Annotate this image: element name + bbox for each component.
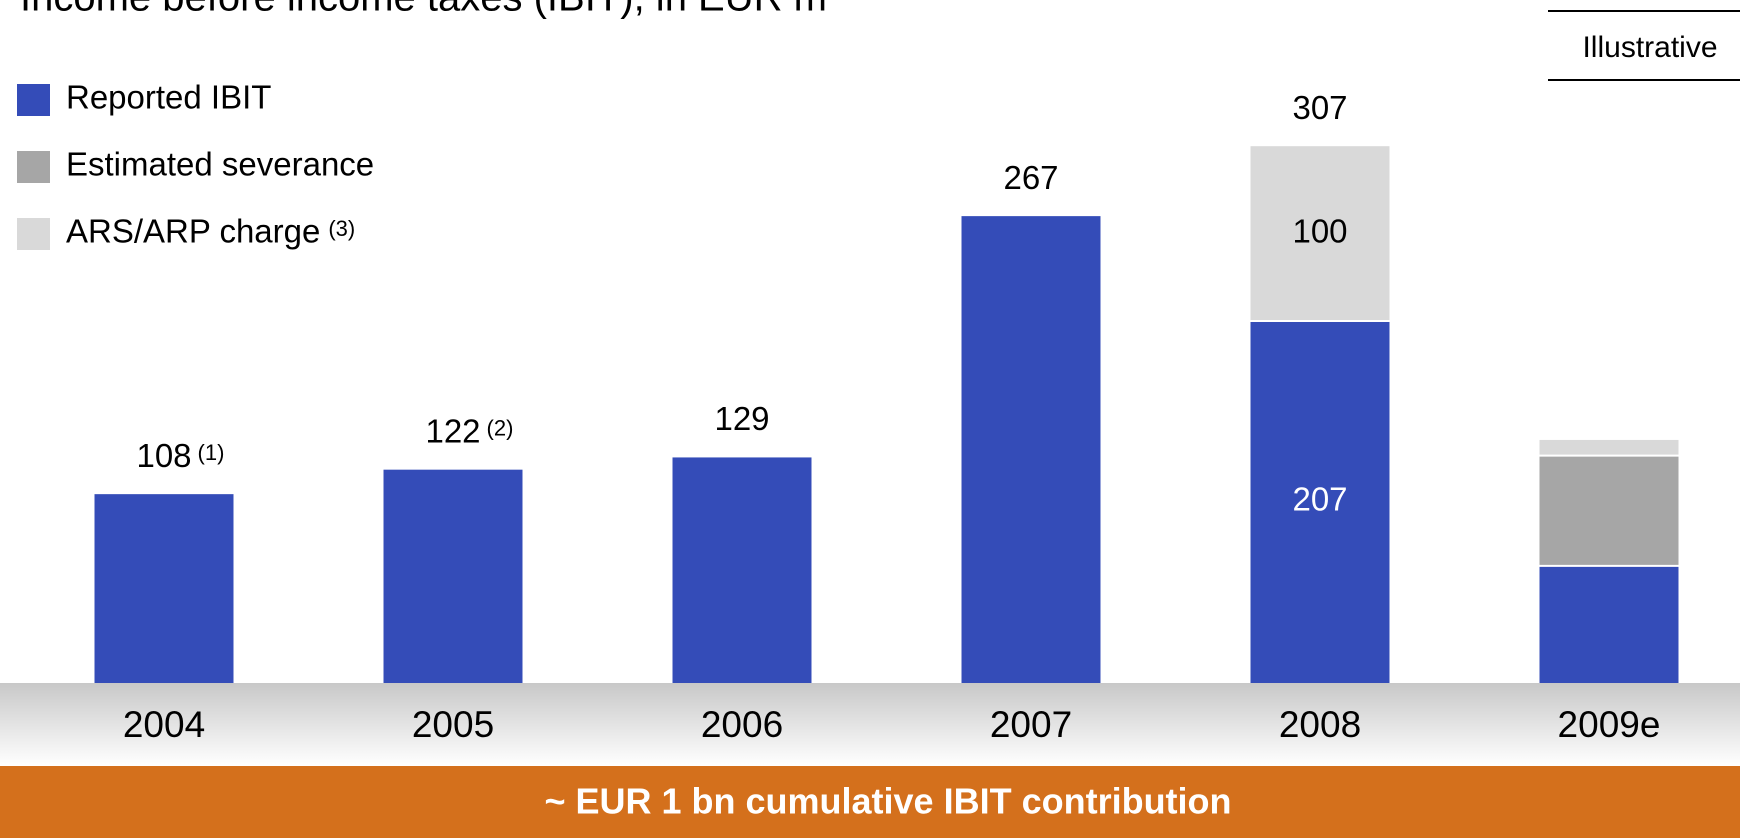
total-label: 267 (1003, 159, 1058, 196)
legend-label: ARS/ARP charge (66, 213, 320, 250)
x-tick-label: 2008 (1279, 704, 1361, 745)
bar-segment (1539, 565, 1679, 683)
bar-segment (1539, 439, 1679, 456)
x-tick-label: 2004 (123, 704, 205, 745)
legend-swatch (17, 84, 50, 116)
bar-segment (1250, 146, 1390, 322)
x-tick-label: 2006 (701, 704, 783, 745)
bar-segment (961, 216, 1101, 684)
x-tick-label: 2007 (990, 704, 1072, 745)
total-note: (1) (198, 440, 225, 465)
banner-text: ~ EUR 1 bn cumulative IBIT contribution (544, 781, 1231, 822)
banner (0, 766, 1740, 838)
total-label: 108 (136, 437, 191, 474)
legend-label: Estimated severance (66, 146, 374, 183)
legend-note: (3) (328, 216, 355, 241)
value-label: 100 (1292, 212, 1347, 249)
bar-segment (383, 469, 523, 683)
value-label: 207 (1292, 481, 1347, 518)
bar-segment (672, 457, 812, 683)
bar-segment (1539, 455, 1679, 566)
bar-segment (1250, 321, 1390, 683)
legend-swatch (17, 218, 50, 250)
x-tick-label: 2009e (1558, 704, 1661, 745)
chart-title: Income before income taxes (IBIT), in EU… (20, 0, 827, 20)
total-note: (2) (487, 415, 514, 440)
axis-band (0, 683, 1740, 766)
legend-label: Reported IBIT (66, 79, 271, 116)
x-tick-label: 2005 (412, 704, 494, 745)
legend-swatch (17, 151, 50, 183)
tag: Illustrative (1582, 31, 1717, 64)
bar-segment (94, 494, 234, 683)
total-label: 122 (425, 412, 480, 449)
total-label: 129 (714, 400, 769, 437)
total-label: 307 (1292, 89, 1347, 126)
